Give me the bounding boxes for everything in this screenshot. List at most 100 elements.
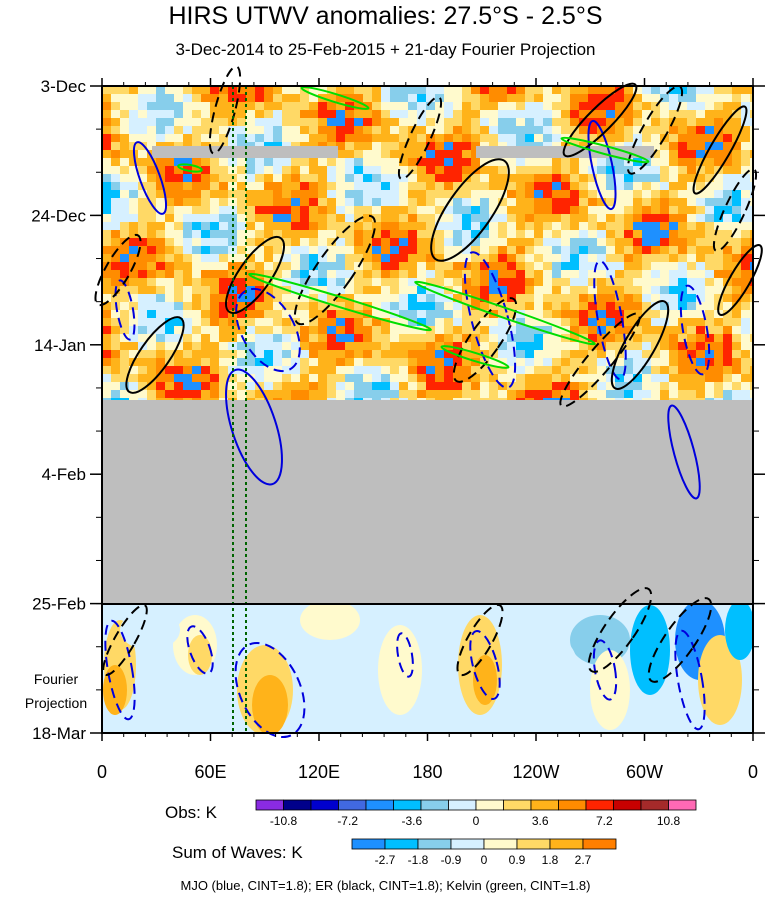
projection-label-line2: Projection xyxy=(24,695,88,711)
kelvin-contour xyxy=(560,136,650,164)
mjo-contour xyxy=(104,619,136,721)
kelvin-contour xyxy=(177,163,203,173)
mjo-contour xyxy=(234,641,306,739)
observed-anomaly-field xyxy=(102,86,753,604)
y-tick-label: 18-Mar xyxy=(32,724,86,743)
waves-colorbar-label: Sum of Waves: K xyxy=(172,843,303,862)
chart-title: HIRS UTWV anomalies: 27.5°S - 2.5°S xyxy=(168,2,603,30)
obs-colorbar-swatch xyxy=(448,799,477,811)
obs-colorbar-swatch xyxy=(668,799,697,811)
obs-colorbar-swatch xyxy=(503,799,532,811)
colorbars: -10.8 -7.2 -3.6 0 3.6 7.2 10.8 -2.7 -1.8 -0.9 0 0.9… xyxy=(255,799,697,867)
mjo-contour xyxy=(469,630,501,700)
projection-anomaly-field xyxy=(102,604,753,733)
er-contour xyxy=(626,85,684,175)
mjo-contour xyxy=(463,251,517,389)
y-tick-label: 4-Feb xyxy=(42,465,86,484)
obs-colorbar-swatch xyxy=(310,799,339,811)
waves-colorbar-swatch xyxy=(417,838,452,850)
projection-label-line1: Fourier xyxy=(33,671,79,687)
er-contour xyxy=(717,244,763,316)
er-contour xyxy=(452,297,518,383)
waves-colorbar-tick-label: -1.8 xyxy=(408,853,429,867)
waves-colorbar-swatch xyxy=(351,838,386,850)
plot-axes: 0 60E 120E 180 120W 60W 0 3-Dec 24-Dec 14-Jan 4-Fe… xyxy=(31,77,765,782)
mjo-contour xyxy=(132,141,168,215)
er-contour xyxy=(208,65,242,155)
waves-colorbar-tick-label: 0 xyxy=(481,853,488,867)
er-contour xyxy=(397,95,443,181)
obs-colorbar-swatch xyxy=(530,799,559,811)
mjo-contour xyxy=(667,404,701,500)
x-tick-label: 120E xyxy=(298,762,340,782)
kelvin-contour xyxy=(414,280,596,346)
er-contour xyxy=(647,597,713,683)
mjo-contour xyxy=(396,632,414,678)
waves-colorbar-tick-label: -2.7 xyxy=(375,853,396,867)
obs-colorbar-swatch xyxy=(393,799,422,811)
er-contour xyxy=(559,312,641,408)
obs-colorbar-tick-label: 3.6 xyxy=(532,814,549,828)
missing-data-block xyxy=(102,400,753,604)
kelvin-contour xyxy=(248,272,432,332)
chart-subtitle: 3-Dec-2014 to 25-Feb-2015 + 21-day Fouri… xyxy=(175,40,596,59)
obs-colorbar-swatch xyxy=(365,799,394,811)
waves-colorbar-tick-label: 0.9 xyxy=(509,853,526,867)
obs-colorbar-tick-label: 0 xyxy=(473,814,480,828)
obs-colorbar-label: Obs: K xyxy=(165,803,217,822)
er-contour xyxy=(430,158,510,262)
waves-colorbar-swatch xyxy=(384,838,419,850)
er-contour xyxy=(293,214,377,326)
obs-colorbar-tick-label: 7.2 xyxy=(596,814,613,828)
er-contour xyxy=(94,233,142,307)
obs-colorbar-swatch xyxy=(338,799,367,811)
waves-colorbar-swatch xyxy=(582,838,617,850)
mjo-contour xyxy=(593,259,627,381)
obs-colorbar-swatch xyxy=(640,799,669,811)
obs-colorbar-tick-label: -10.8 xyxy=(270,814,298,828)
er-contour xyxy=(712,167,758,253)
waves-colorbar-tick-label: 1.8 xyxy=(542,853,559,867)
waves-colorbar-tick-label: 2.7 xyxy=(575,853,592,867)
x-tick-label: 0 xyxy=(97,762,107,782)
er-contour xyxy=(610,300,670,390)
er-contour xyxy=(587,587,653,673)
obs-colorbar-swatch xyxy=(558,799,587,811)
obs-colorbar-tick-label: 10.8 xyxy=(657,814,681,828)
obs-colorbar-swatch xyxy=(613,799,642,811)
mjo-contour xyxy=(186,625,214,675)
er-contour xyxy=(125,316,185,394)
x-tick-label: 60W xyxy=(626,762,663,782)
mjo-contour xyxy=(674,629,706,731)
kelvin-contour xyxy=(440,345,510,369)
mjo-contour xyxy=(114,279,136,341)
waves-colorbar-tick-label: -0.9 xyxy=(441,853,462,867)
obs-colorbar-tick-label: -3.6 xyxy=(401,814,422,828)
waves-colorbar-swatch xyxy=(549,838,584,850)
mjo-contour xyxy=(225,368,283,486)
obs-colorbar-swatch xyxy=(420,799,449,811)
er-contour xyxy=(102,604,148,676)
wave-contours xyxy=(94,65,763,739)
obs-colorbar-swatch xyxy=(585,799,614,811)
obs-colorbar-swatch xyxy=(475,799,504,811)
waves-colorbar-swatch xyxy=(450,838,485,850)
obs-colorbar-swatch xyxy=(283,799,312,811)
waves-colorbar-swatch xyxy=(483,838,518,850)
er-contour xyxy=(456,603,504,677)
legend-footer: MJO (blue, CINT=1.8); ER (black, CINT=1.… xyxy=(180,878,591,893)
obs-colorbar-swatch xyxy=(255,799,284,811)
x-tick-label: 60E xyxy=(194,762,226,782)
waves-colorbar-swatch xyxy=(516,838,551,850)
y-tick-label: 3-Dec xyxy=(41,77,87,96)
er-contour xyxy=(692,105,748,195)
mjo-contour xyxy=(587,119,617,211)
x-tick-label: 0 xyxy=(748,762,758,782)
y-tick-label: 24-Dec xyxy=(31,206,86,225)
kelvin-contour xyxy=(300,86,370,110)
y-tick-label: 14-Jan xyxy=(34,336,86,355)
y-tick-label: 25-Feb xyxy=(32,595,86,614)
obs-colorbar-tick-label: -7.2 xyxy=(337,814,358,828)
x-tick-label: 120W xyxy=(512,762,559,782)
